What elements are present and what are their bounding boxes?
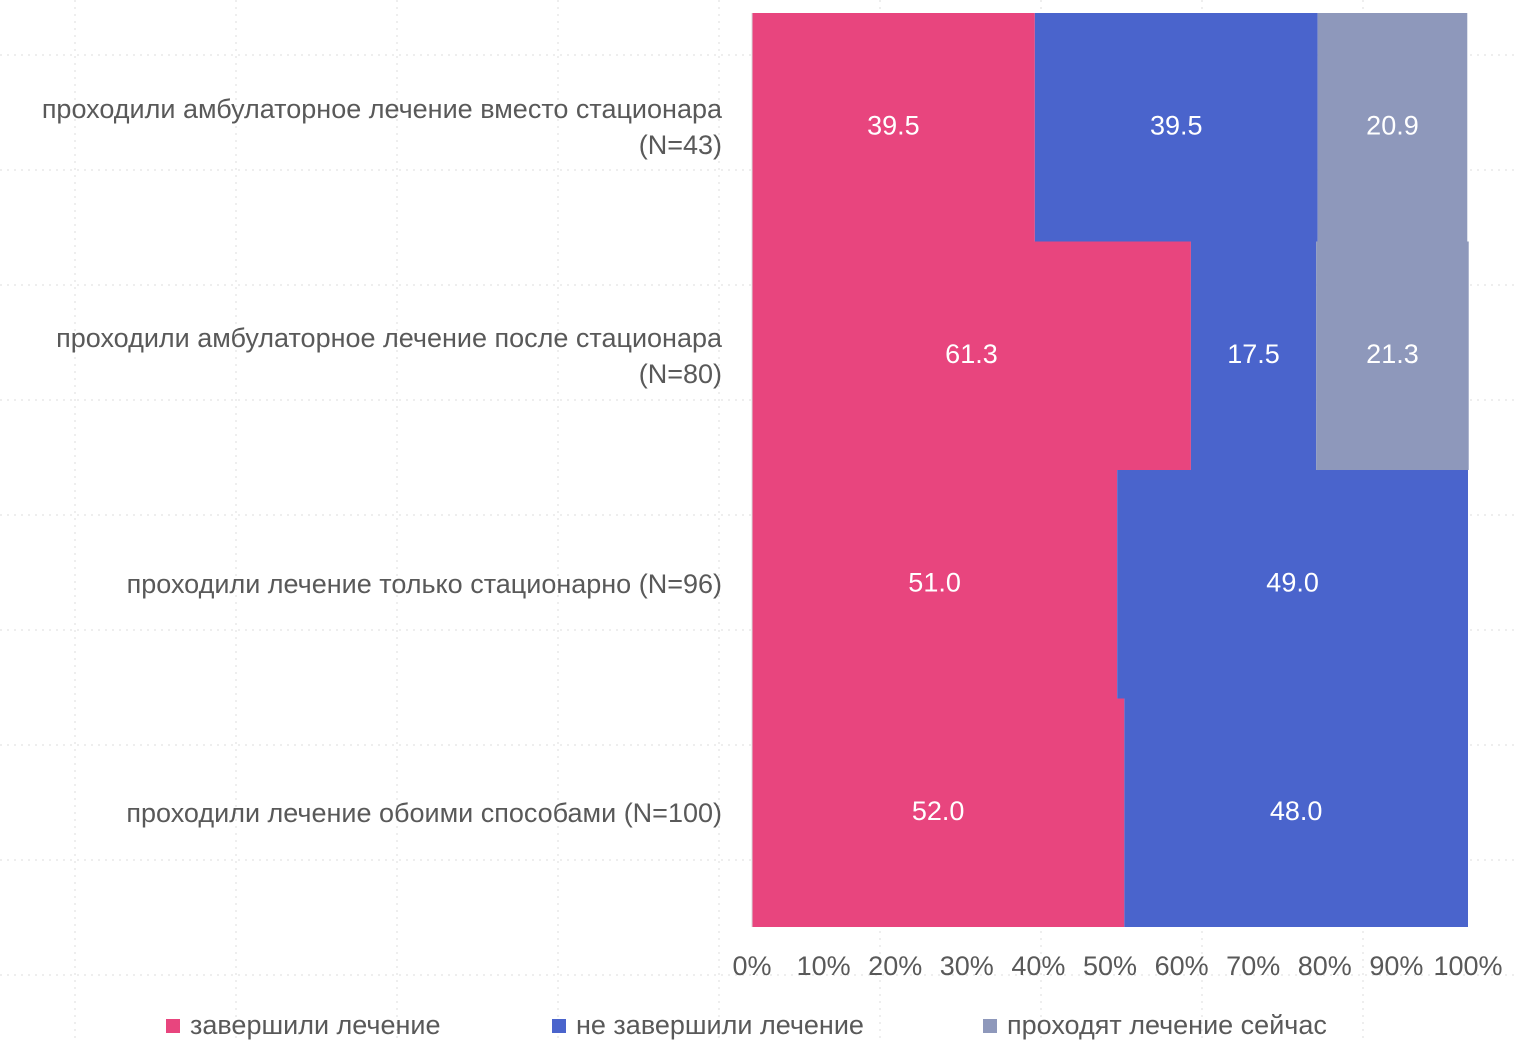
legend-swatch [552, 1019, 566, 1033]
category-label: проходили лечение только стационарно (N=… [126, 569, 722, 600]
category-label: проходили лечение обоими способами (N=10… [126, 797, 722, 828]
x-tick-label: 40% [1011, 951, 1065, 981]
x-tick-label: 90% [1369, 951, 1423, 981]
x-tick-label: 70% [1226, 951, 1280, 981]
data-label: 52.0 [912, 796, 965, 826]
bar-segment [752, 698, 1125, 927]
legend-label: завершили лечение [190, 1010, 441, 1040]
bar-segment [1316, 241, 1469, 470]
data-label: 39.5 [1150, 110, 1203, 140]
legend-label: проходят лечение сейчас [1007, 1010, 1327, 1040]
bar-segment [1117, 470, 1468, 699]
x-tick-label: 30% [940, 951, 994, 981]
category-label: проходили амбулаторное лечение после ста… [56, 322, 722, 389]
data-label: 17.5 [1227, 339, 1280, 369]
bar-segment [1034, 13, 1318, 242]
data-label: 39.5 [867, 110, 920, 140]
data-label: 48.0 [1270, 796, 1323, 826]
data-label: 20.9 [1366, 110, 1419, 140]
data-label: 21.3 [1366, 339, 1419, 369]
bar-segment [752, 470, 1118, 699]
x-tick-label: 80% [1298, 951, 1352, 981]
x-tick-label: 60% [1155, 951, 1209, 981]
x-tick-label: 50% [1083, 951, 1137, 981]
bar-segment [752, 13, 1035, 242]
x-tick-label: 10% [797, 951, 851, 981]
bar-segment [752, 241, 1191, 470]
legend-label: не завершили лечение [576, 1010, 864, 1040]
legend-swatch [166, 1019, 180, 1033]
data-label: 49.0 [1266, 567, 1319, 597]
data-label: 61.3 [945, 339, 998, 369]
category-label: проходили амбулаторное лечение вместо ст… [41, 94, 722, 161]
legend-swatch [983, 1019, 997, 1033]
data-label: 51.0 [908, 567, 961, 597]
x-tick-label: 100% [1433, 951, 1502, 981]
x-tick-label: 20% [868, 951, 922, 981]
bar-segment [1317, 13, 1468, 242]
bar-segment [1124, 698, 1468, 927]
x-tick-label: 0% [732, 951, 771, 981]
bar-segment [1190, 241, 1317, 470]
